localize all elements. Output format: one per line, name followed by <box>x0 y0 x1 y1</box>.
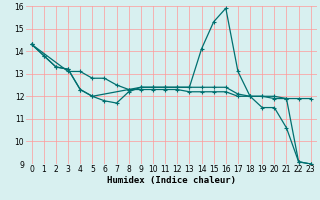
X-axis label: Humidex (Indice chaleur): Humidex (Indice chaleur) <box>107 176 236 185</box>
